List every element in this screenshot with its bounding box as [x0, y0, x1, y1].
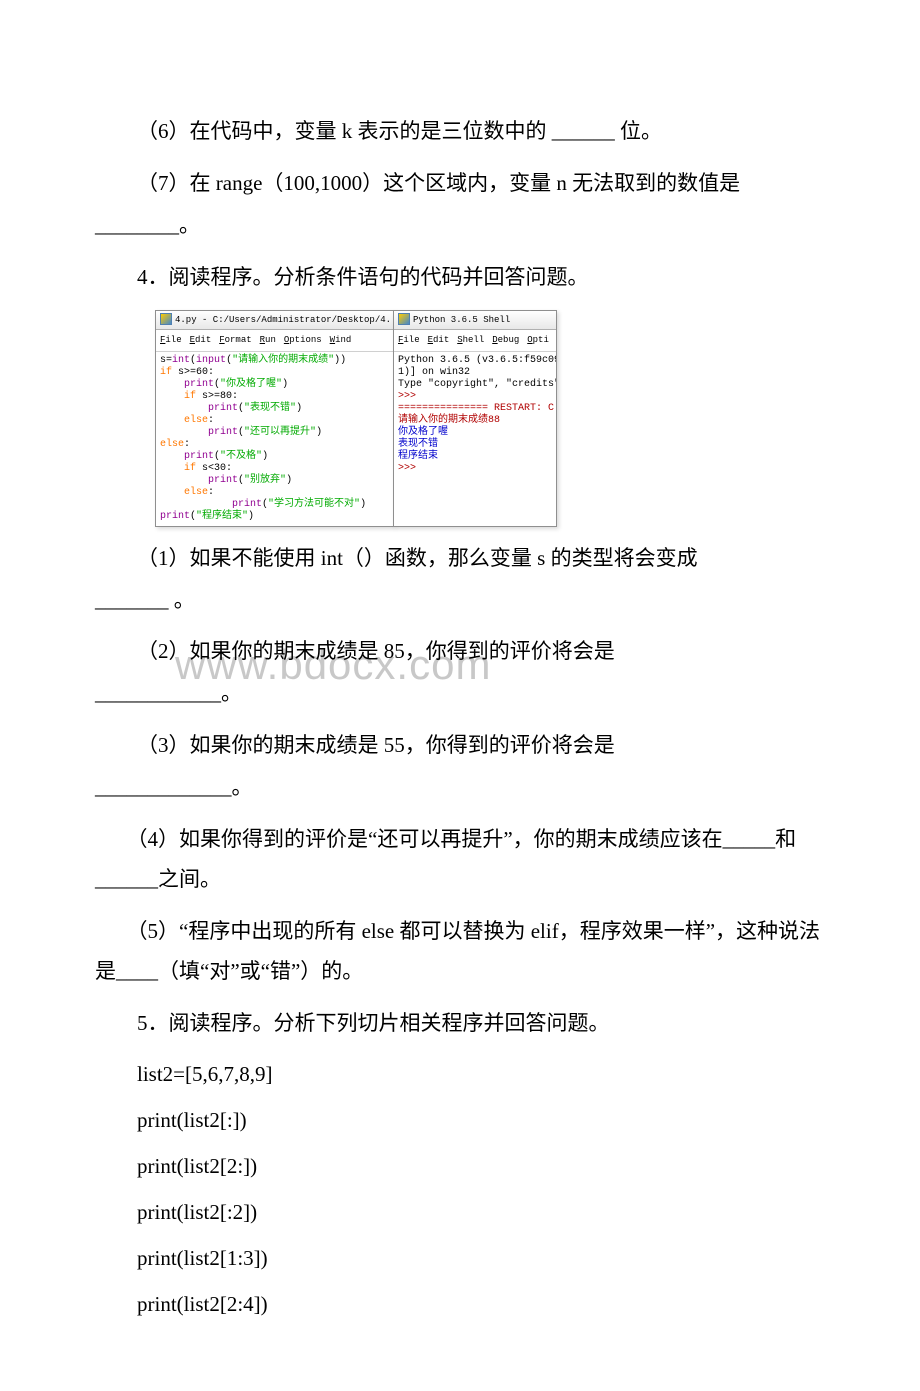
menu-item: Wind — [330, 335, 352, 345]
question-7-line1: （7）在 range（100,1000）这个区域内，变量 n 无法取到的数值是 — [95, 164, 825, 204]
code-line: print(list2[:]) — [95, 1101, 825, 1141]
question-7-line2: ________。 — [95, 206, 825, 246]
menu-item: Opti — [527, 335, 549, 345]
python-shell-icon — [398, 313, 410, 325]
editor-window: 4.py - C:/Users/Administrator/Desktop/4.… — [155, 310, 394, 527]
shell-menu-bar: File Edit Shell Debug Opti — [394, 330, 556, 352]
menu-item: File — [160, 335, 182, 345]
question-4-1a: （1）如果不能使用 int（）函数，那么变量 s 的类型将会变成 — [95, 539, 825, 579]
python-file-icon — [160, 313, 172, 325]
menu-item: Edit — [428, 335, 450, 345]
code-line: print(list2[1:3]) — [95, 1239, 825, 1279]
question-5-title: 5．阅读程序。分析下列切片相关程序并回答问题。 — [95, 1004, 825, 1044]
question-4-3a: （3）如果你的期末成绩是 55，你得到的评价将会是 — [95, 726, 825, 766]
slice-code-block: list2=[5,6,7,8,9] print(list2[:]) print(li… — [95, 1055, 825, 1324]
code-line: list2=[5,6,7,8,9] — [95, 1055, 825, 1095]
menu-item: File — [398, 335, 420, 345]
menu-item: Options — [284, 335, 322, 345]
menu-item: Format — [219, 335, 251, 345]
editor-title-text: 4.py - C:/Users/Administrator/Desktop/4. — [175, 315, 391, 325]
code-line: print(list2[2:4]) — [95, 1285, 825, 1325]
shell-window: Python 3.6.5 Shell File Edit Shell Debug Opt… — [393, 310, 557, 527]
question-4-1b: _______ 。 — [95, 581, 825, 621]
menu-item: Run — [260, 335, 276, 345]
code-line: print(list2[2:]) — [95, 1147, 825, 1187]
code-screenshot: 4.py - C:/Users/Administrator/Desktop/4.… — [155, 310, 825, 527]
question-4-5: （5）“程序中出现的所有 else 都可以替换为 elif，程序效果一样”，这种… — [95, 912, 825, 992]
shell-title-text: Python 3.6.5 Shell — [413, 315, 510, 325]
editor-menu-bar: File Edit Format Run Options Wind — [156, 330, 393, 352]
question-6: （6）在代码中，变量 k 表示的是三位数中的 ______ 位。 — [95, 112, 825, 152]
question-4-3b: _____________。 — [95, 768, 825, 808]
shell-output-area: Python 3.6.5 (v3.6.5:f59c09 1)] on win32… — [394, 352, 556, 478]
editor-title-bar: 4.py - C:/Users/Administrator/Desktop/4. — [156, 311, 393, 330]
menu-item: Debug — [492, 335, 519, 345]
question-4-2b: ____________。 — [95, 674, 825, 714]
menu-item: Shell — [457, 335, 484, 345]
question-4-title: 4．阅读程序。分析条件语句的代码并回答问题。 — [95, 258, 825, 298]
shell-title-bar: Python 3.6.5 Shell — [394, 311, 556, 330]
editor-code-area: s=int(input("请输入你的期末成绩")) if s>=60: prin… — [156, 352, 393, 526]
code-line: print(list2[:2]) — [95, 1193, 825, 1233]
question-4-2a: （2）如果你的期末成绩是 85，你得到的评价将会是 — [95, 632, 825, 672]
menu-item: Edit — [190, 335, 212, 345]
question-4-4: （4）如果你得到的评价是“还可以再提升”，你的期末成绩应该在_____和____… — [95, 820, 825, 900]
